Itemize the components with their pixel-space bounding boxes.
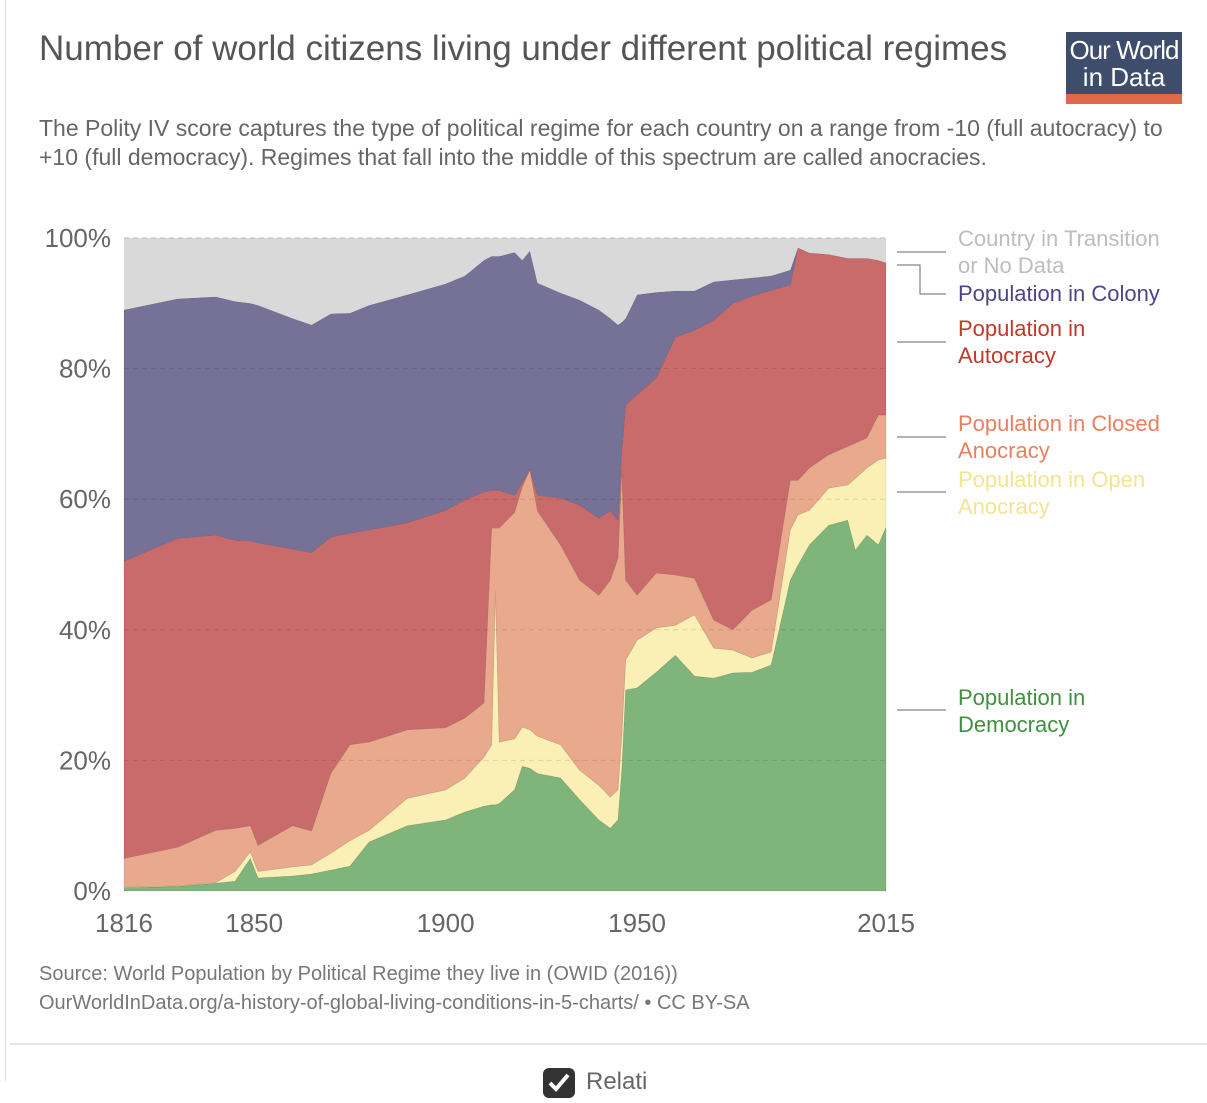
x-tick-label: 1950 [608, 908, 666, 938]
legend-label: Anocracy [958, 494, 1050, 519]
legend-label: Population in Colony [958, 281, 1160, 306]
chart-subtitle: The Polity IV score captures the type of… [39, 115, 1163, 170]
stacked-area-chart: 0%20%40%60%80%100% 1816 1850 1900 1950 2015 … [45, 223, 1160, 938]
y-tick-label: 0% [73, 876, 111, 906]
divider [10, 1043, 1207, 1045]
y-tick-label: 60% [59, 484, 111, 514]
legend-label: Population in [958, 685, 1085, 710]
chart-title: Number of world citizens living under di… [39, 29, 1008, 68]
x-axis-ticks: 1816 1850 1900 1950 2015 [95, 908, 915, 938]
legend-label: Population in [958, 316, 1085, 341]
legend-label: Democracy [958, 712, 1069, 737]
logo-text-line-1: Our World [1070, 35, 1179, 65]
y-tick-label: 100% [45, 223, 112, 253]
legend-label: or No Data [958, 253, 1065, 278]
relative-checkbox-label[interactable]: Relati [586, 1068, 648, 1095]
y-axis-ticks: 0% 20% 40% 60% 80% 100% [45, 223, 112, 906]
y-tick-label: 80% [59, 354, 111, 384]
legend-label: Population in Open [958, 467, 1145, 492]
logo-accent-bar [1066, 94, 1182, 104]
y-tick-label: 40% [59, 615, 111, 645]
legend-label: Population in Closed [958, 411, 1160, 436]
legend-leader-line [897, 264, 946, 295]
legend-item[interactable]: Population in Colony [897, 264, 1160, 306]
logo-text-line-2: in Data [1083, 62, 1166, 92]
source-text: Source: World Population by Political Re… [39, 963, 678, 985]
legend-label: Autocracy [958, 343, 1056, 368]
x-tick-label: 2015 [857, 908, 915, 938]
chart-gridlines [124, 237, 886, 761]
x-tick-label: 1900 [417, 908, 475, 938]
area-country-in-transition-or-no-data[interactable] [124, 238, 886, 325]
checkmark-icon [548, 1073, 570, 1092]
chart-footer: Source: World Population by Political Re… [39, 960, 750, 1018]
x-tick-label: 1850 [225, 908, 283, 938]
y-tick-label: 20% [59, 745, 111, 775]
chart-areas [123, 238, 887, 892]
x-tick-label: 1816 [95, 908, 153, 938]
relative-checkbox[interactable] [543, 1068, 575, 1098]
source-link[interactable]: OurWorldInData.org/a-history-of-global-l… [39, 992, 750, 1014]
owid-logo[interactable]: Our World in Data [1066, 32, 1182, 104]
legend-label: Anocracy [958, 438, 1050, 463]
card-border [5, 0, 6, 1081]
legend-label: Country in Transition [958, 226, 1160, 251]
